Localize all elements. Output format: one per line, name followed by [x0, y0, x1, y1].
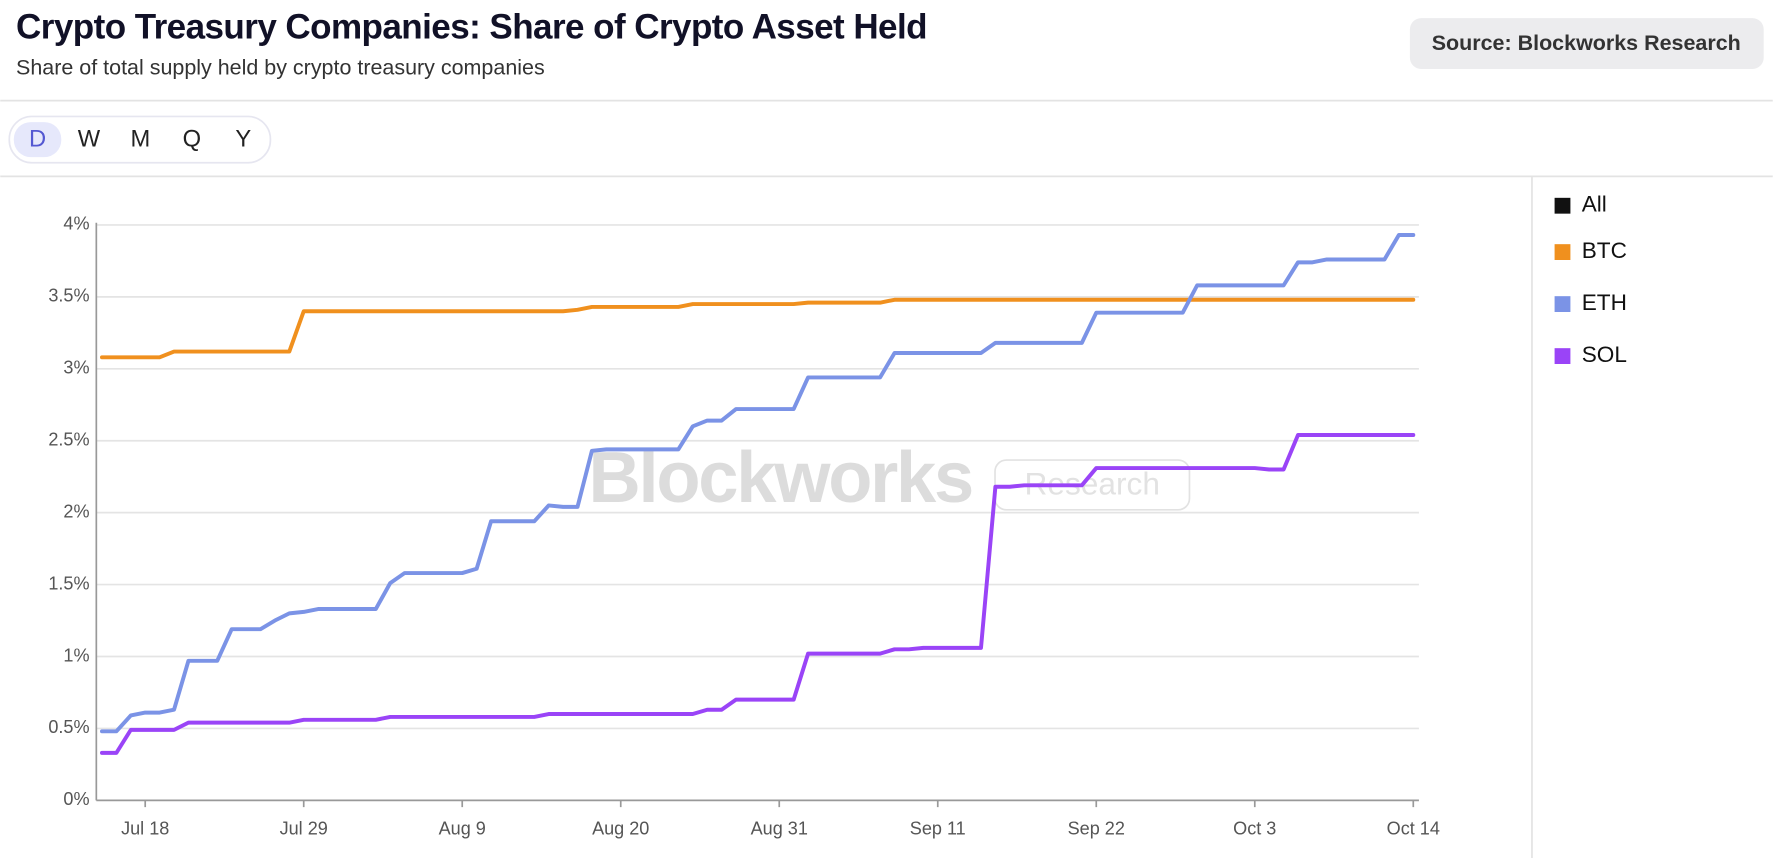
- x-tick-label: Jul 18: [121, 819, 169, 839]
- series-line: [99, 297, 1416, 360]
- y-tick-label: 3%: [63, 358, 89, 378]
- y-tick-label: 0%: [63, 789, 89, 809]
- legend-item[interactable]: All: [1554, 192, 1607, 217]
- legend-item[interactable]: SOL: [1554, 342, 1627, 367]
- x-tick-label: Aug 31: [751, 819, 808, 839]
- y-tick-label: 4%: [63, 214, 89, 234]
- x-tick-label: Oct 14: [1387, 819, 1440, 839]
- timeframe-button[interactable]: Y: [235, 126, 251, 152]
- subtitle: Share of total supply held by crypto tre…: [16, 56, 545, 80]
- timeframe-toggle: [8, 115, 272, 164]
- timeframe-highlight: [13, 122, 62, 158]
- legend-label: ETH: [1582, 290, 1627, 315]
- legend-label: All: [1582, 192, 1607, 217]
- y-tick-label: 0.5%: [48, 717, 89, 737]
- x-tick-label: Aug 20: [592, 819, 649, 839]
- x-tick-label: Jul 29: [280, 819, 328, 839]
- series-line: [99, 233, 1416, 734]
- x-tick-label: Aug 9: [439, 819, 486, 839]
- x-tick-label: Sep 11: [910, 819, 966, 839]
- x-tick-label: Oct 3: [1233, 819, 1276, 839]
- y-tick-label: 3.5%: [48, 286, 89, 306]
- legend-label: SOL: [1582, 342, 1627, 367]
- timeframe-button[interactable]: D: [29, 126, 46, 152]
- legend-item[interactable]: ETH: [1554, 290, 1627, 315]
- timeframe-button[interactable]: W: [78, 126, 101, 152]
- source: Source: Blockworks Research: [1432, 31, 1741, 55]
- y-tick-label: 2.5%: [48, 430, 89, 450]
- timeframe-button[interactable]: M: [131, 126, 151, 152]
- legend-item[interactable]: BTC: [1554, 238, 1627, 263]
- x-tick-label: Sep 22: [1068, 819, 1125, 839]
- legend-swatch: [1554, 296, 1571, 312]
- legend-label: BTC: [1582, 238, 1627, 263]
- y-tick-label: 1.5%: [48, 573, 89, 593]
- series-line: [99, 432, 1416, 755]
- source-badge: [1409, 18, 1764, 69]
- legend-swatch: [1554, 348, 1571, 364]
- legend-swatch: [1554, 197, 1571, 214]
- timeframe-button[interactable]: Q: [183, 126, 201, 152]
- legend-swatch: [1554, 244, 1571, 260]
- y-tick-label: 1%: [63, 645, 89, 665]
- title: Crypto Treasury Companies: Share of Cryp…: [16, 8, 927, 47]
- y-tick-label: 2%: [63, 501, 89, 521]
